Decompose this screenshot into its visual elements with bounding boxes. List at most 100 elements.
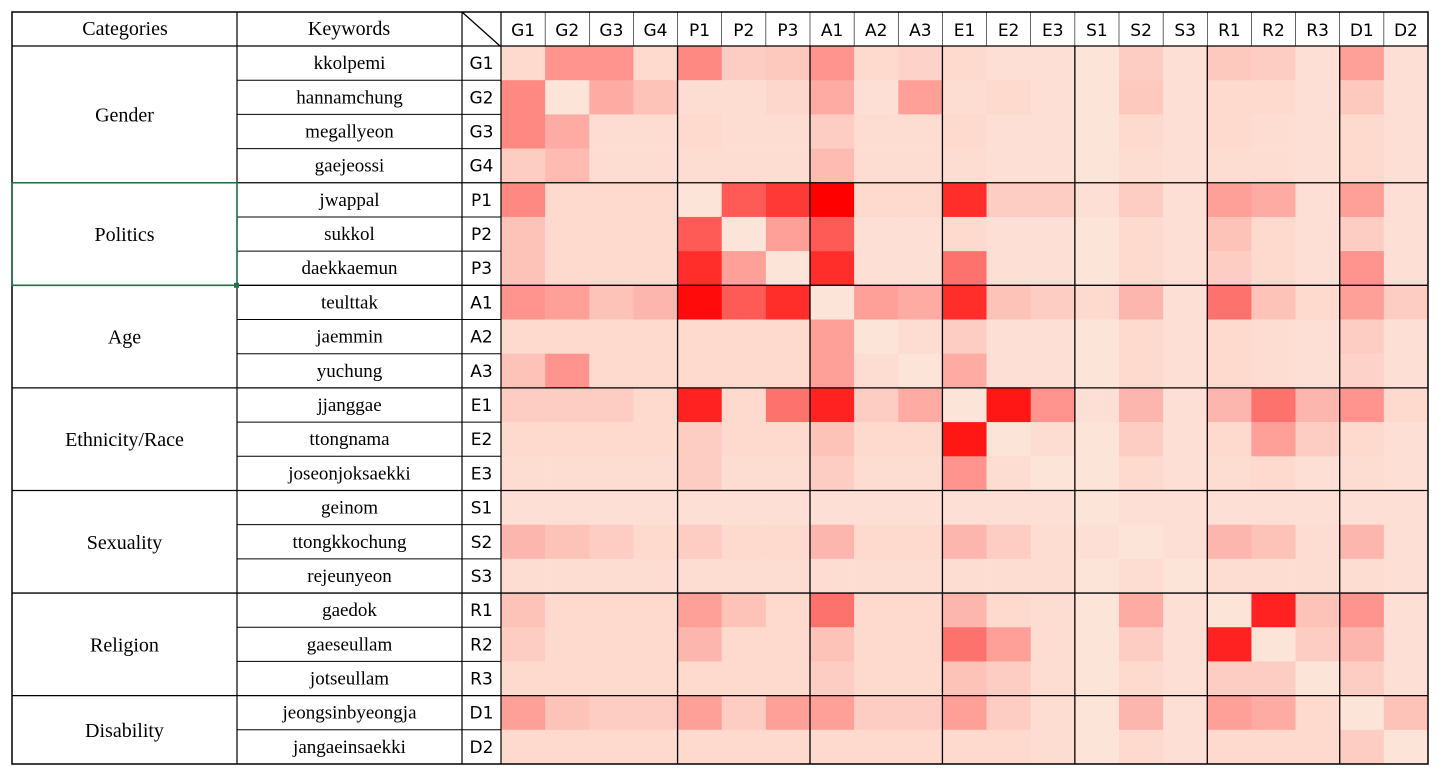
row-code-P3[interactable]: P3	[471, 259, 492, 279]
heat-cell-D2-S3[interactable]	[1163, 729, 1208, 765]
heat-cell-R2-G3[interactable]	[589, 627, 634, 662]
heat-cell-G1-P1[interactable]	[677, 46, 723, 81]
column-header-A1[interactable]: A1	[821, 21, 843, 41]
heat-cell-E3-E1[interactable]	[942, 456, 987, 491]
heat-cell-E1-S3[interactable]	[1163, 387, 1208, 423]
row-code-S2[interactable]: S2	[471, 533, 493, 553]
heat-cell-D2-G3[interactable]	[589, 729, 634, 765]
row-code-G2[interactable]: G2	[470, 88, 494, 108]
keyword-cell-D2[interactable]: jangaeinsaekki	[292, 737, 406, 758]
heat-cell-A1-E1[interactable]	[942, 285, 987, 320]
heat-cell-P3-E1[interactable]	[942, 251, 987, 286]
heat-cell-S1-S3[interactable]	[1163, 490, 1208, 525]
heat-cell-P1-P3[interactable]	[765, 182, 811, 218]
heat-cell-A1-A3[interactable]	[898, 285, 943, 320]
row-code-A1[interactable]: A1	[470, 293, 492, 313]
heat-cell-P3-S2[interactable]	[1119, 251, 1164, 286]
column-header-G1[interactable]: G1	[511, 21, 535, 41]
heat-cell-G1-D1[interactable]	[1339, 46, 1385, 81]
heat-cell-A1-P3[interactable]	[765, 285, 811, 320]
heat-cell-G3-R2[interactable]	[1251, 114, 1296, 149]
keyword-cell-A2[interactable]: jaemmin	[315, 327, 383, 348]
keyword-cell-P1[interactable]: jwappal	[318, 190, 379, 211]
heat-cell-R2-D1[interactable]	[1339, 627, 1385, 662]
row-code-G1[interactable]: G1	[470, 54, 494, 74]
heat-cell-S2-G2[interactable]	[545, 524, 590, 560]
heat-cell-E1-A1[interactable]	[810, 387, 855, 423]
column-header-G4[interactable]: G4	[644, 21, 668, 41]
heat-cell-A2-G2[interactable]	[545, 319, 590, 355]
row-code-E3[interactable]: E3	[471, 464, 493, 484]
heat-cell-A2-R2[interactable]	[1251, 319, 1296, 355]
heat-cell-A2-G1[interactable]	[501, 319, 546, 355]
heat-cell-A1-G1[interactable]	[501, 285, 546, 320]
heat-cell-P1-S2[interactable]	[1119, 182, 1164, 218]
heat-cell-G3-G3[interactable]	[589, 114, 634, 149]
heat-cell-S3-R1[interactable]	[1207, 558, 1252, 594]
heat-cell-R2-R1[interactable]	[1207, 627, 1252, 662]
heat-cell-R2-G2[interactable]	[545, 627, 590, 662]
heat-cell-E2-S3[interactable]	[1163, 422, 1208, 457]
heat-cell-A1-G3[interactable]	[589, 285, 634, 320]
heat-cell-S1-D1[interactable]	[1339, 490, 1385, 525]
heat-cell-E2-R2[interactable]	[1251, 422, 1296, 457]
keyword-cell-G1[interactable]: kkolpemi	[314, 53, 386, 74]
heat-cell-A1-G2[interactable]	[545, 285, 590, 320]
heat-cell-S2-A2[interactable]	[854, 524, 899, 560]
heat-cell-E2-S2[interactable]	[1119, 422, 1164, 457]
row-code-S3[interactable]: S3	[471, 567, 493, 587]
heat-cell-G3-S2[interactable]	[1119, 114, 1164, 149]
heat-cell-G4-E1[interactable]	[942, 148, 987, 184]
header-categories[interactable]: Categories	[82, 18, 168, 40]
heat-cell-R2-E1[interactable]	[942, 627, 987, 662]
heat-cell-P2-D1[interactable]	[1339, 216, 1385, 252]
heat-cell-S2-S2[interactable]	[1119, 524, 1164, 560]
heat-cell-S1-S2[interactable]	[1119, 490, 1164, 525]
heat-cell-G3-G1[interactable]	[501, 114, 546, 149]
heat-cell-R1-E1[interactable]	[942, 593, 987, 628]
category-cell-gender[interactable]: Gender	[95, 104, 154, 126]
heat-cell-E3-A1[interactable]	[810, 456, 855, 491]
heat-cell-E1-E2[interactable]	[986, 387, 1032, 423]
heat-cell-P2-E3[interactable]	[1030, 216, 1076, 252]
heat-cell-R2-E3[interactable]	[1030, 627, 1076, 662]
heat-cell-D1-P1[interactable]	[677, 695, 723, 731]
fill-handle[interactable]	[234, 282, 239, 288]
heat-cell-A2-P3[interactable]	[765, 319, 811, 355]
heat-cell-A3-G4[interactable]	[633, 353, 678, 389]
heat-cell-A3-S2[interactable]	[1119, 353, 1164, 389]
keyword-cell-D1[interactable]: jeongsinbyeongja	[281, 703, 417, 724]
heat-cell-G1-A2[interactable]	[854, 46, 899, 81]
heat-cell-A3-G2[interactable]	[545, 353, 590, 389]
row-code-P2[interactable]: P2	[471, 225, 492, 245]
heat-cell-P3-A1[interactable]	[810, 251, 855, 286]
heat-cell-G2-R1[interactable]	[1207, 80, 1252, 115]
keyword-cell-P2[interactable]: sukkol	[324, 224, 375, 245]
heat-cell-P2-E1[interactable]	[942, 216, 987, 252]
heat-cell-G1-P2[interactable]	[721, 46, 767, 81]
heat-cell-D2-R3[interactable]	[1295, 729, 1341, 765]
heat-cell-S1-G4[interactable]	[633, 490, 678, 525]
heat-cell-G1-S3[interactable]	[1163, 46, 1208, 81]
heat-cell-D1-R2[interactable]	[1251, 695, 1296, 731]
heat-cell-G4-A1[interactable]	[810, 148, 855, 184]
heat-cell-E2-P2[interactable]	[721, 422, 767, 457]
heat-cell-S3-S1[interactable]	[1074, 558, 1120, 594]
heat-cell-S3-A3[interactable]	[898, 558, 943, 594]
heat-cell-P1-R2[interactable]	[1251, 182, 1296, 218]
heat-cell-P2-G2[interactable]	[545, 216, 590, 252]
heat-cell-R2-A1[interactable]	[810, 627, 855, 662]
category-cell-age[interactable]: Age	[108, 327, 141, 349]
heat-cell-S3-A2[interactable]	[854, 558, 899, 594]
heat-cell-R1-E3[interactable]	[1030, 593, 1076, 628]
heat-cell-S2-G3[interactable]	[589, 524, 634, 560]
heat-cell-R1-S1[interactable]	[1074, 593, 1120, 628]
heat-cell-D1-G3[interactable]	[589, 695, 634, 731]
heat-cell-A3-E1[interactable]	[942, 353, 987, 389]
heat-cell-P2-A2[interactable]	[854, 216, 899, 252]
heat-cell-G1-S1[interactable]	[1074, 46, 1120, 81]
heat-cell-G3-G2[interactable]	[545, 114, 590, 149]
heat-cell-E2-R1[interactable]	[1207, 422, 1252, 457]
heat-cell-A2-E1[interactable]	[942, 319, 987, 355]
heat-cell-G1-R1[interactable]	[1207, 46, 1252, 81]
